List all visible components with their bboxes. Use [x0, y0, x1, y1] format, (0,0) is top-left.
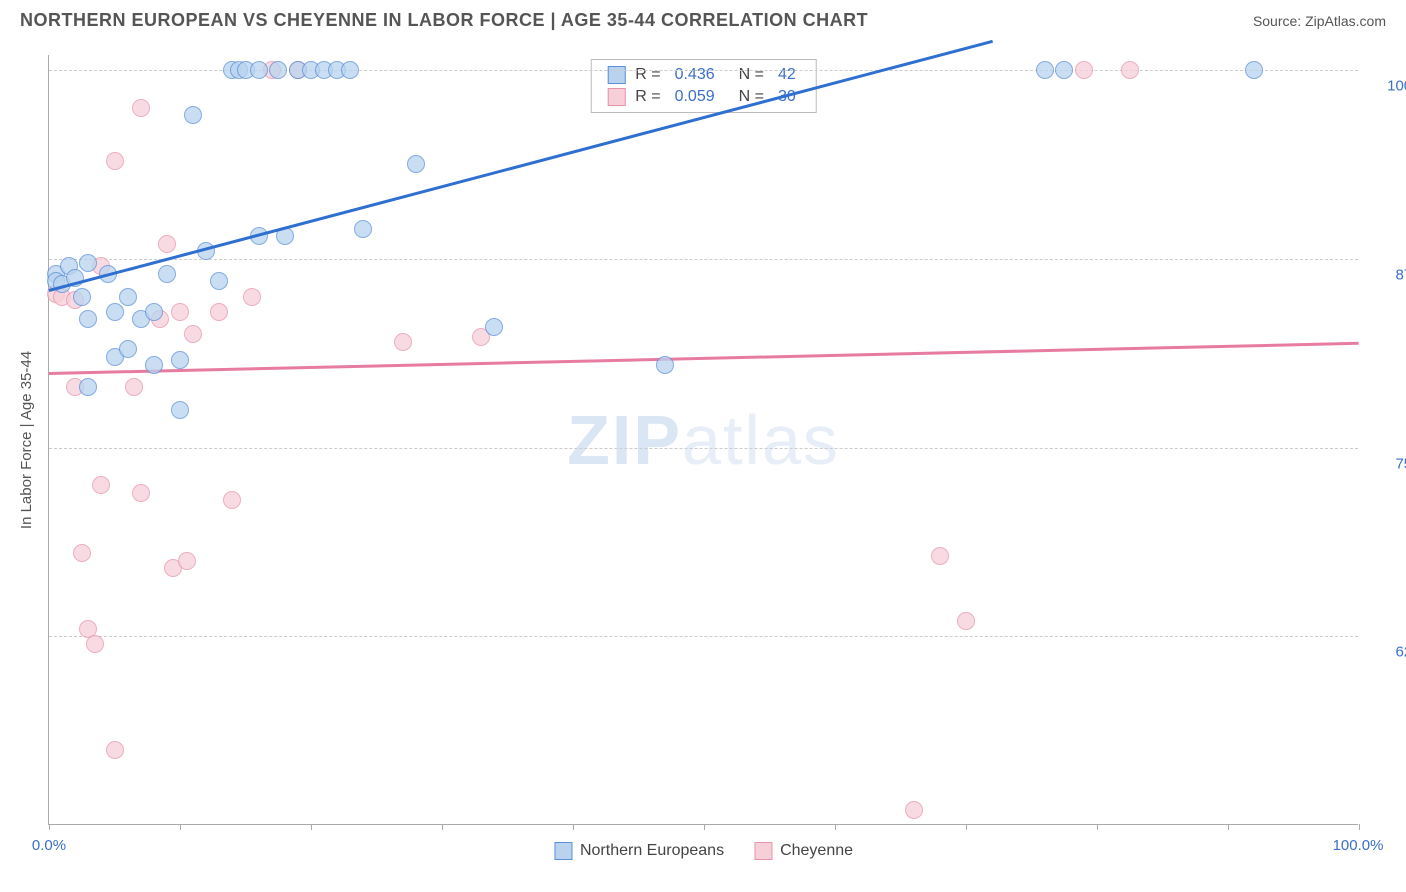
data-point — [171, 303, 189, 321]
gridline — [49, 259, 1358, 260]
x-tick — [180, 824, 181, 830]
y-tick-label: 75.0% — [1368, 455, 1406, 472]
legend-item-a: Northern Europeans — [554, 842, 724, 860]
source-label: Source: ZipAtlas.com — [1253, 13, 1386, 29]
x-axis-min-label: 0.0% — [32, 837, 66, 854]
data-point — [1075, 61, 1093, 79]
x-tick — [442, 824, 443, 830]
data-point — [145, 303, 163, 321]
data-point — [394, 333, 412, 351]
data-point — [79, 254, 97, 272]
data-point — [1036, 61, 1054, 79]
data-point — [106, 741, 124, 759]
data-point — [1121, 61, 1139, 79]
data-point — [1245, 61, 1263, 79]
data-point — [905, 801, 923, 819]
x-tick — [311, 824, 312, 830]
x-tick — [49, 824, 50, 830]
data-point — [86, 635, 104, 653]
legend-item-b: Cheyenne — [754, 842, 853, 860]
data-point — [125, 378, 143, 396]
data-point — [132, 99, 150, 117]
y-tick-label: 100.0% — [1368, 78, 1406, 95]
watermark: ZIPatlas — [567, 400, 840, 480]
data-point — [184, 325, 202, 343]
data-point — [178, 552, 196, 570]
legend-swatch-a — [554, 842, 572, 860]
data-point — [145, 356, 163, 374]
data-point — [269, 61, 287, 79]
data-point — [341, 61, 359, 79]
data-point — [119, 288, 137, 306]
x-tick — [1228, 824, 1229, 830]
swatch-series-a — [607, 66, 625, 84]
data-point — [210, 272, 228, 290]
legend-swatch-b — [754, 842, 772, 860]
x-tick — [1359, 824, 1360, 830]
data-point — [119, 340, 137, 358]
data-point — [73, 288, 91, 306]
data-point — [485, 318, 503, 336]
data-point — [106, 303, 124, 321]
gridline — [49, 448, 1358, 449]
data-point — [407, 155, 425, 173]
legend: Northern Europeans Cheyenne — [554, 842, 853, 860]
chart-plot-area: ZIPatlas R = 0.436 N = 42 R = 0.059 N = … — [48, 55, 1358, 825]
data-point — [171, 351, 189, 369]
data-point — [106, 152, 124, 170]
data-point — [132, 484, 150, 502]
data-point — [184, 106, 202, 124]
data-point — [158, 235, 176, 253]
correlation-stats-box: R = 0.436 N = 42 R = 0.059 N = 30 — [590, 59, 817, 113]
legend-label-b: Cheyenne — [780, 842, 853, 860]
data-point — [957, 612, 975, 630]
data-point — [1055, 61, 1073, 79]
data-point — [223, 491, 241, 509]
trendline — [49, 40, 993, 292]
legend-label-a: Northern Europeans — [580, 842, 724, 860]
data-point — [243, 288, 261, 306]
data-point — [210, 303, 228, 321]
stats-row-series-a: R = 0.436 N = 42 — [591, 64, 816, 86]
y-axis-title: In Labor Force | Age 35-44 — [18, 351, 35, 529]
data-point — [250, 61, 268, 79]
swatch-series-b — [607, 88, 625, 106]
data-point — [931, 547, 949, 565]
x-tick — [966, 824, 967, 830]
trendline — [49, 342, 1359, 375]
data-point — [171, 401, 189, 419]
data-point — [79, 310, 97, 328]
x-tick — [704, 824, 705, 830]
y-tick-label: 87.5% — [1368, 266, 1406, 283]
data-point — [656, 356, 674, 374]
x-tick — [1097, 824, 1098, 830]
data-point — [354, 220, 372, 238]
chart-title: NORTHERN EUROPEAN VS CHEYENNE IN LABOR F… — [20, 10, 868, 31]
x-axis-max-label: 100.0% — [1333, 837, 1384, 854]
x-tick — [835, 824, 836, 830]
data-point — [79, 378, 97, 396]
x-tick — [573, 824, 574, 830]
data-point — [92, 476, 110, 494]
gridline — [49, 636, 1358, 637]
data-point — [158, 265, 176, 283]
y-tick-label: 62.5% — [1368, 644, 1406, 661]
data-point — [73, 544, 91, 562]
